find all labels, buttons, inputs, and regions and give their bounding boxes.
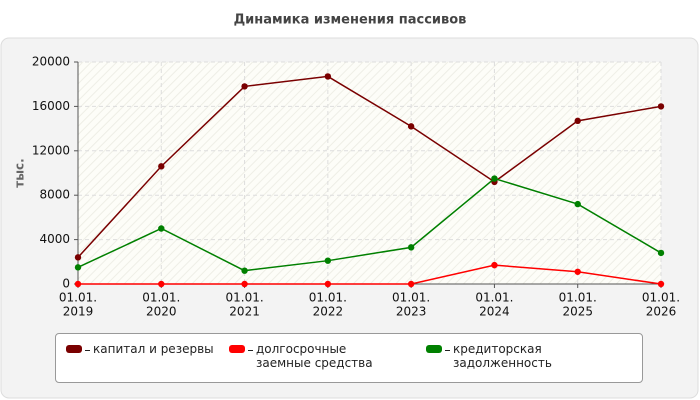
point (158, 163, 165, 170)
x-tick-label: 2025 (562, 305, 593, 319)
point (657, 249, 665, 257)
y-tick-label: 4000 (39, 232, 70, 246)
x-tick-label: 2021 (229, 305, 260, 319)
x-tick-label: 2026 (646, 305, 677, 319)
legend-item: долгосрочные заемные средства (229, 342, 399, 370)
point (657, 103, 665, 110)
chart-title: Динамика изменения пассивов (234, 13, 467, 28)
point (491, 261, 498, 269)
x-tick-label: 01.01. (59, 291, 97, 305)
series-line (77, 75, 662, 258)
x-tick-label: 01.01. (642, 291, 680, 305)
series-line (77, 177, 662, 272)
point (158, 225, 165, 232)
y-tick-label: 12000 (32, 143, 70, 157)
y-tick-label: 0 (62, 277, 70, 291)
x-tick-label: 01.01. (475, 291, 513, 305)
x-tick-label: 01.01. (392, 291, 430, 305)
x-tick-label: 01.01. (225, 291, 263, 305)
point (241, 83, 248, 90)
x-tick-label: 2020 (146, 305, 177, 319)
y-tick-label: 8000 (39, 188, 70, 202)
legend-swatch (426, 345, 442, 353)
x-tick-label: 01.01. (309, 291, 347, 305)
y-tick-label: 16000 (32, 99, 70, 113)
y-tick-label: 20000 (32, 55, 70, 69)
point (491, 175, 498, 182)
point (574, 268, 581, 275)
legend-dash (85, 350, 90, 351)
x-tick-label: 01.01. (142, 291, 180, 305)
legend-label: кредиторская задолженность (453, 342, 552, 370)
point (574, 200, 581, 208)
point (324, 73, 332, 80)
point (241, 267, 248, 274)
point (657, 280, 665, 288)
plot-area (78, 62, 661, 284)
point (158, 280, 165, 288)
legend-item: кредиторская задолженность (426, 342, 636, 370)
point (324, 257, 332, 264)
point (407, 244, 415, 251)
y-axis-label: тыс. (13, 158, 27, 187)
legend-label: долгосрочные заемные средства (256, 342, 373, 370)
legend-dash (248, 350, 253, 351)
point (74, 264, 82, 271)
legend-swatch (66, 345, 82, 353)
point (407, 280, 415, 288)
point (74, 254, 82, 261)
x-tick-label: 2019 (63, 305, 94, 319)
legend-label: капитал и резервы (93, 342, 214, 356)
point (74, 280, 82, 288)
legend: капитал и резервы долгосрочные заемные ср… (55, 333, 643, 383)
x-tick-label: 2023 (396, 305, 427, 319)
point (407, 123, 415, 130)
legend-swatch (229, 345, 245, 353)
legend-dash (445, 350, 450, 351)
point (324, 280, 332, 288)
x-tick-label: 01.01. (559, 291, 597, 305)
x-tick-label: 2024 (479, 305, 510, 319)
point (574, 117, 581, 125)
legend-item: капитал и резервы (66, 342, 216, 356)
x-tick-label: 2022 (313, 305, 344, 319)
point (241, 280, 248, 288)
series-line (78, 264, 662, 285)
